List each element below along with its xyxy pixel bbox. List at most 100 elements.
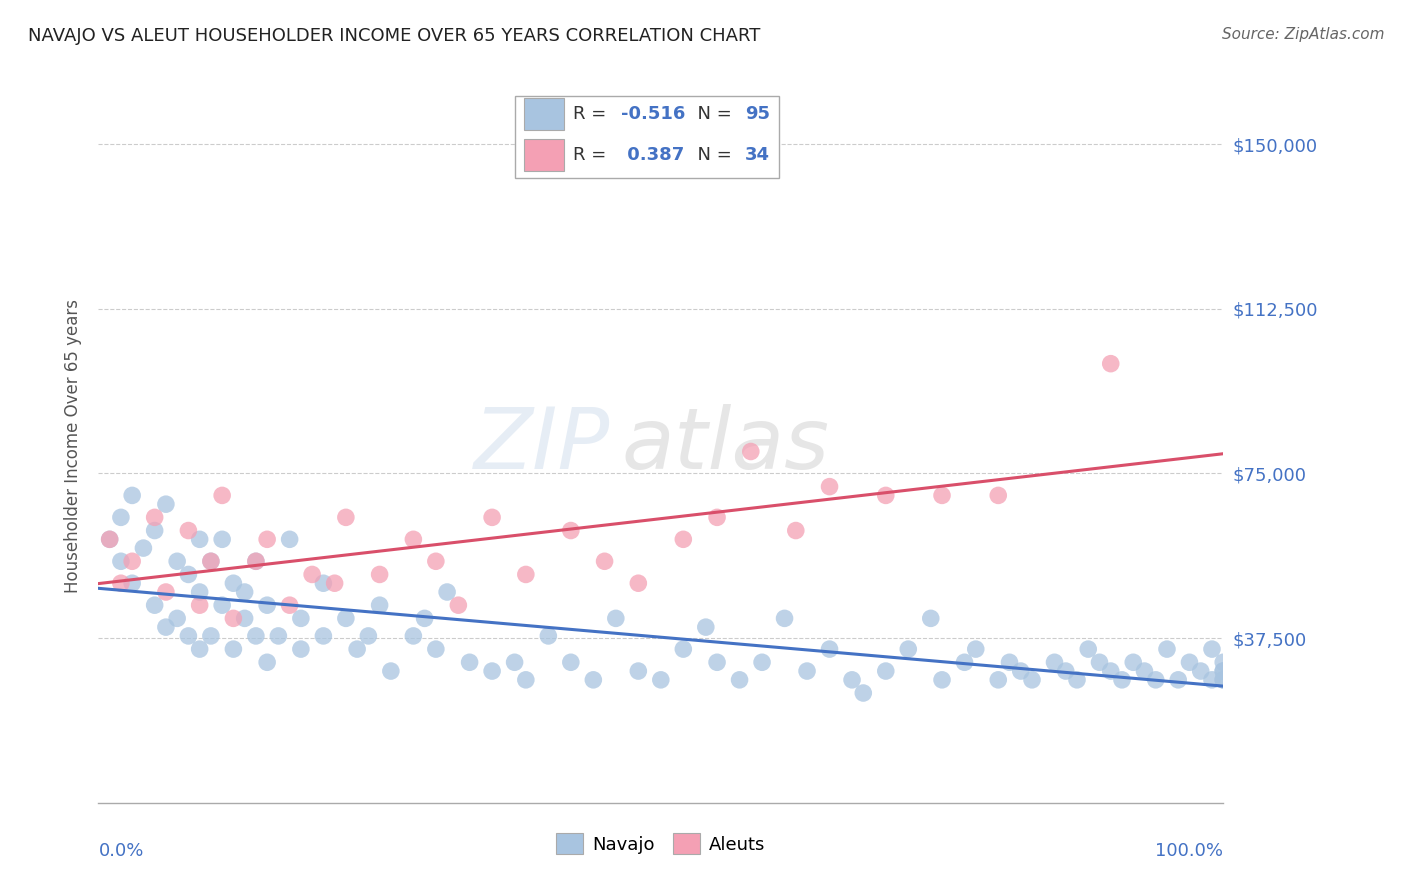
Point xyxy=(560,655,582,669)
Point xyxy=(627,576,650,591)
Point xyxy=(515,673,537,687)
Point xyxy=(560,524,582,538)
Point xyxy=(931,488,953,502)
Point xyxy=(222,611,245,625)
Point xyxy=(425,642,447,657)
Point xyxy=(121,488,143,502)
Point xyxy=(503,655,526,669)
Point xyxy=(1043,655,1066,669)
Point xyxy=(987,673,1010,687)
Point xyxy=(188,598,211,612)
Text: R =: R = xyxy=(574,105,612,123)
Point xyxy=(143,524,166,538)
Point xyxy=(278,598,301,612)
Legend: Navajo, Aleuts: Navajo, Aleuts xyxy=(548,826,773,862)
Point xyxy=(1133,664,1156,678)
Point xyxy=(953,655,976,669)
Point xyxy=(650,673,672,687)
Text: N =: N = xyxy=(686,146,737,164)
Point xyxy=(852,686,875,700)
Point xyxy=(1212,664,1234,678)
Point xyxy=(1111,673,1133,687)
Point xyxy=(155,497,177,511)
Point xyxy=(256,655,278,669)
Point xyxy=(1167,673,1189,687)
Point xyxy=(965,642,987,657)
Text: atlas: atlas xyxy=(621,404,830,488)
Point xyxy=(312,576,335,591)
FancyBboxPatch shape xyxy=(523,139,564,171)
Point xyxy=(290,642,312,657)
Point xyxy=(256,533,278,547)
Point xyxy=(1088,655,1111,669)
Point xyxy=(346,642,368,657)
Point xyxy=(1201,642,1223,657)
Point xyxy=(1077,642,1099,657)
Point xyxy=(312,629,335,643)
Point xyxy=(200,554,222,568)
Point xyxy=(605,611,627,625)
Point xyxy=(706,655,728,669)
Point xyxy=(143,598,166,612)
Point xyxy=(1178,655,1201,669)
Point xyxy=(335,510,357,524)
Point xyxy=(1122,655,1144,669)
FancyBboxPatch shape xyxy=(515,96,779,178)
Point xyxy=(672,642,695,657)
Point xyxy=(233,585,256,599)
Point xyxy=(155,585,177,599)
Point xyxy=(582,673,605,687)
Point xyxy=(1212,655,1234,669)
Point xyxy=(593,554,616,568)
Point xyxy=(1010,664,1032,678)
Point xyxy=(875,488,897,502)
Point xyxy=(368,567,391,582)
Point xyxy=(425,554,447,568)
Text: 0.0%: 0.0% xyxy=(98,842,143,860)
Point xyxy=(222,576,245,591)
Text: NAVAJO VS ALEUT HOUSEHOLDER INCOME OVER 65 YEARS CORRELATION CHART: NAVAJO VS ALEUT HOUSEHOLDER INCOME OVER … xyxy=(28,27,761,45)
Y-axis label: Householder Income Over 65 years: Householder Income Over 65 years xyxy=(63,299,82,593)
Point xyxy=(537,629,560,643)
Point xyxy=(515,567,537,582)
Text: 0.387: 0.387 xyxy=(621,146,685,164)
Point xyxy=(1054,664,1077,678)
Point xyxy=(1021,673,1043,687)
Point xyxy=(357,629,380,643)
Point xyxy=(1201,673,1223,687)
Point xyxy=(695,620,717,634)
Point xyxy=(110,554,132,568)
Point xyxy=(290,611,312,625)
Point xyxy=(211,488,233,502)
Text: 95: 95 xyxy=(745,105,770,123)
Point xyxy=(751,655,773,669)
Point xyxy=(841,673,863,687)
Point xyxy=(177,629,200,643)
FancyBboxPatch shape xyxy=(523,98,564,130)
Point xyxy=(402,533,425,547)
Text: Source: ZipAtlas.com: Source: ZipAtlas.com xyxy=(1222,27,1385,42)
Point xyxy=(222,642,245,657)
Point xyxy=(998,655,1021,669)
Text: -0.516: -0.516 xyxy=(621,105,686,123)
Point xyxy=(121,576,143,591)
Point xyxy=(920,611,942,625)
Point xyxy=(278,533,301,547)
Point xyxy=(627,664,650,678)
Point xyxy=(301,567,323,582)
Point xyxy=(728,673,751,687)
Point xyxy=(481,510,503,524)
Point xyxy=(323,576,346,591)
Point xyxy=(413,611,436,625)
Point xyxy=(818,480,841,494)
Point xyxy=(796,664,818,678)
Point xyxy=(188,533,211,547)
Point xyxy=(98,533,121,547)
Point xyxy=(875,664,897,678)
Point xyxy=(1099,664,1122,678)
Point xyxy=(110,576,132,591)
Point xyxy=(211,533,233,547)
Point xyxy=(1212,664,1234,678)
Point xyxy=(335,611,357,625)
Point xyxy=(245,629,267,643)
